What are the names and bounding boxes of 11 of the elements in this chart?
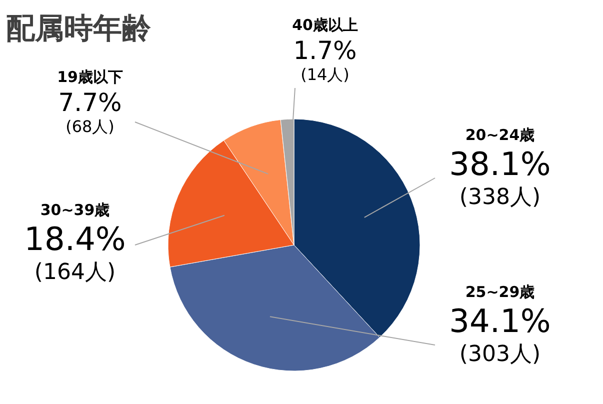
data-label: 34.1% (303人) [449,302,551,367]
data-label: 1.7% (14人) [293,36,357,84]
data-label: 38.1% (338人) [449,145,551,210]
chart-title: 配属時年齢 [6,11,151,45]
slice-label: 25~29歳 [465,283,535,301]
data-label: 7.7% (68人) [58,88,122,136]
slice-label: 40歳以上 [292,16,358,34]
slice-label: 30~39歳 [40,201,110,219]
data-label: 18.4% (164人) [24,220,126,285]
slice-label: 19歳以下 [57,68,123,86]
slice-label: 20~24歳 [465,126,535,144]
